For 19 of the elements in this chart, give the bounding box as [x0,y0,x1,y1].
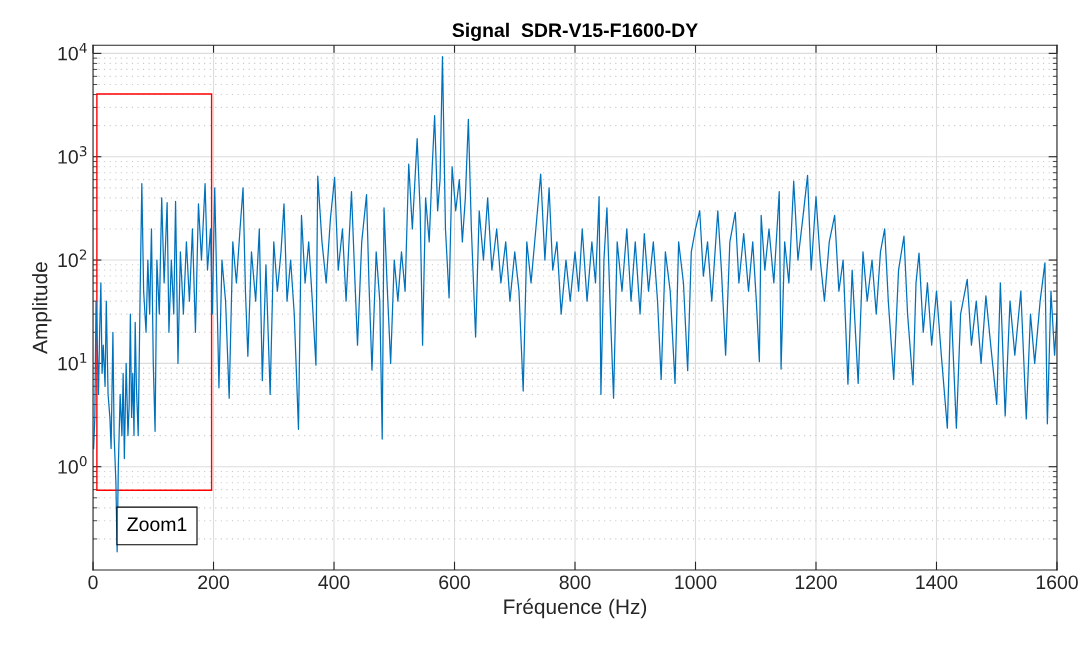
x-tick-label: 1200 [795,575,837,590]
x-tick-label: 600 [439,575,470,590]
x-tick-label: 200 [198,575,229,590]
y-tick-label: 10$^{3}$ [58,146,87,164]
x-tick-label: 1400 [916,575,958,590]
annotation: Zoom1 [127,517,187,532]
x-tick-label: 800 [559,575,591,590]
x-tick-label: 1600 [1036,575,1078,590]
y-tick-label: 10$^{4}$ [58,42,87,61]
x-tick-label: 1000 [675,575,717,590]
y-axis-title: Amplitude [32,262,52,354]
chart-title: Signal SDR-V15-F1600-DY [452,22,698,42]
y-tick-label: 10$^{0}$ [58,456,87,474]
x-tick-label: 400 [318,575,350,590]
x-tick-label: 0 [88,575,98,590]
y-tick-label: 10$^{1}$ [58,352,87,371]
x-axis-title: Fréquence (Hz) [504,598,647,619]
y-tick-label: 10$^{2}$ [58,249,87,268]
line-series [93,56,1057,553]
